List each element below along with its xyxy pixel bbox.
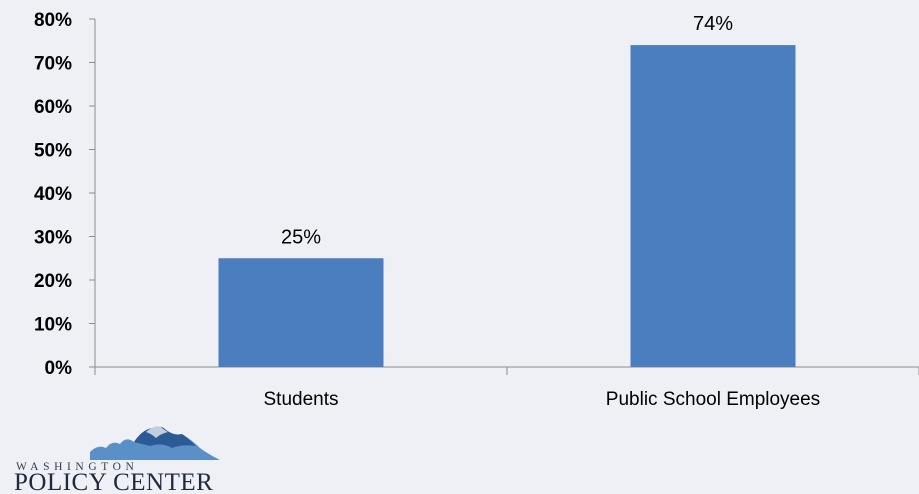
bar-students	[218, 258, 384, 367]
y-tick-label: 50%	[34, 141, 72, 162]
data-label: 74%	[693, 13, 733, 35]
data-labels: 25% 74%	[281, 13, 733, 248]
data-label: 25%	[281, 226, 321, 248]
y-axis: 0% 10% 20% 30% 40% 50% 60% 70% 80%	[34, 10, 96, 379]
y-tick-label: 40%	[34, 184, 72, 205]
logo-text-policy-center: POLICY CENTER	[14, 469, 214, 494]
x-axis: Students Public School Employees	[94, 366, 919, 410]
y-tick-label: 70%	[34, 54, 72, 75]
y-tick-label: 60%	[34, 97, 72, 118]
mountain-logo-icon	[90, 426, 220, 460]
bar-public-school-employees	[630, 45, 796, 367]
y-tick-label: 10%	[34, 315, 72, 336]
y-tick-label: 30%	[34, 228, 72, 249]
washington-policy-center-logo: WASHINGTON POLICY CENTER	[10, 420, 220, 494]
bars	[218, 45, 796, 367]
x-category-label: Students	[264, 389, 339, 410]
y-tick-label: 20%	[34, 271, 72, 292]
logo-text-washington: WASHINGTON	[16, 461, 139, 473]
y-tick-label: 0%	[45, 358, 73, 379]
y-tick-label: 80%	[34, 10, 72, 31]
x-category-label: Public School Employees	[606, 389, 820, 410]
